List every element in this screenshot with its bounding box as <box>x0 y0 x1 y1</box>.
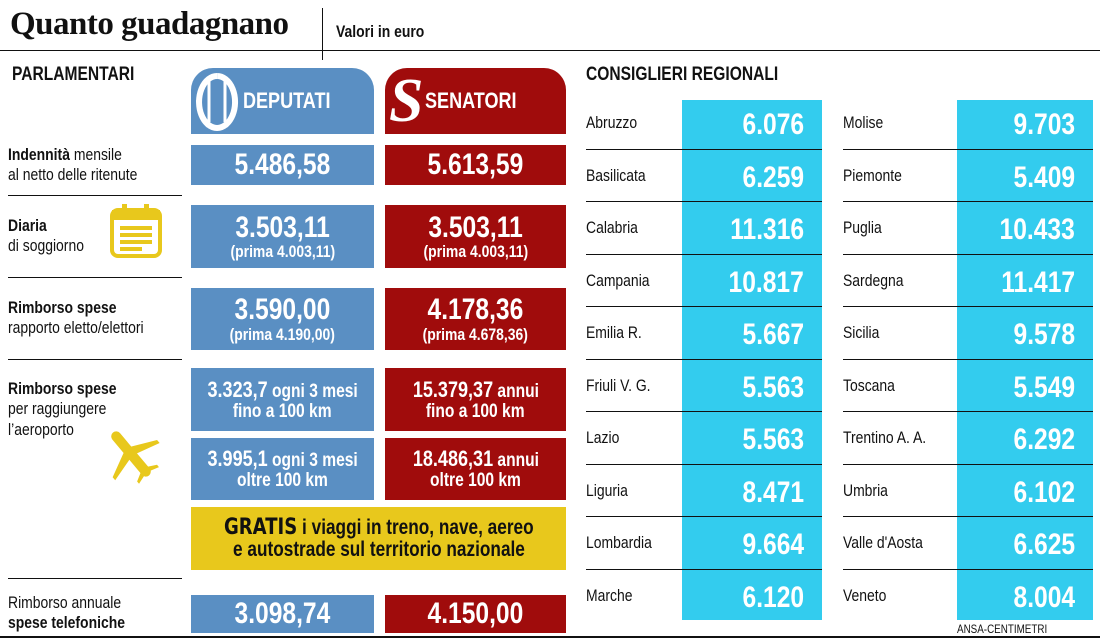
divider <box>586 253 822 255</box>
credit: ANSA-CENTIMETRI <box>957 622 1048 636</box>
region-value: 6.102 <box>1013 475 1075 509</box>
region-name: Valle d'Aosta <box>843 533 923 552</box>
gratis-banner: GRATIS i viaggi in treno, nave, aereo e … <box>191 507 566 570</box>
region-value: 8.471 <box>742 475 804 509</box>
divider <box>586 463 822 465</box>
subtitle: Valori in euro <box>336 22 425 41</box>
divider <box>843 306 1093 307</box>
section-title-parlamentari: PARLAMENTARI <box>12 64 135 85</box>
region-value: 5.563 <box>742 423 804 456</box>
value-telefono-deputati: 3.098,74 <box>191 595 374 633</box>
region-name: Trentino A. A. <box>843 428 927 447</box>
region-name: Friuli V. G. <box>586 375 651 395</box>
value-aeroporto-deputati-1: 3.323,7 ogni 3 mesi fino a 100 km <box>191 368 374 431</box>
value-diaria-deputati: 3.503,11 (prima 4.003,11) <box>191 205 374 268</box>
region-value: 6.076 <box>742 108 804 141</box>
region-value: 10.817 <box>728 265 804 299</box>
divider <box>8 277 182 278</box>
region-value: 10.433 <box>999 213 1075 246</box>
region-name: Basilicata <box>586 165 646 185</box>
region-name: Sardegna <box>843 270 904 290</box>
divider <box>0 636 1100 638</box>
divider <box>843 253 1093 255</box>
region-name: Sicilia <box>843 323 880 342</box>
region-name: Calabria <box>586 218 638 237</box>
value-indennita-senatori: 5.613,59 <box>385 145 566 185</box>
divider <box>586 148 822 150</box>
divider <box>586 201 822 202</box>
region-value: 11.417 <box>1001 265 1075 299</box>
value-aeroporto-deputati-2: 3.995,1 ogni 3 mesi oltre 100 km <box>191 438 374 500</box>
region-value: 9.703 <box>1013 108 1075 141</box>
label-telefono: Rimborso annuale spese telefoniche <box>8 593 125 633</box>
values-column-right <box>957 100 1093 620</box>
region-name: Molise <box>843 113 884 132</box>
region-value: 5.409 <box>1013 160 1075 194</box>
value-aeroporto-senatori-1: 15.379,37 annui fino a 100 km <box>385 368 566 431</box>
region-name: Emilia R. <box>586 323 642 342</box>
page-title: Quanto guadagnano <box>10 6 289 42</box>
region-value: 8.004 <box>1013 580 1075 614</box>
divider <box>8 195 182 196</box>
value-rimborso-senatori: 4.178,36 (prima 4.678,36) <box>385 288 566 350</box>
region-value: 6.625 <box>1013 528 1075 561</box>
region-name: Lazio <box>586 428 620 447</box>
region-name: Lombardia <box>586 533 652 552</box>
region-value: 11.316 <box>730 213 804 246</box>
region-name: Piemonte <box>843 165 902 185</box>
region-name: Puglia <box>843 218 882 237</box>
region-name: Abruzzo <box>586 113 638 132</box>
value-indennita-deputati: 5.486,58 <box>191 145 374 185</box>
divider <box>0 50 1100 51</box>
divider <box>843 358 1093 360</box>
region-value: 9.578 <box>1013 318 1075 351</box>
label-aeroporto: Rimborso spese per raggiungere l’aeroporto <box>8 379 117 439</box>
region-name: Umbria <box>843 480 888 500</box>
header-deputati: DEPUTATI <box>191 68 374 134</box>
section-title-consiglieri: CONSIGLIERI REGIONALI <box>586 64 779 85</box>
divider <box>843 516 1093 517</box>
region-value: 6.259 <box>742 160 804 194</box>
region-value: 5.549 <box>1013 370 1075 404</box>
camera-logo <box>196 73 239 131</box>
senato-logo: S <box>389 67 424 135</box>
region-name: Toscana <box>843 375 895 395</box>
value-rimborso-deputati: 3.590,00 (prima 4.190,00) <box>191 288 374 350</box>
region-value: 9.664 <box>742 528 804 561</box>
region-value: 6.292 <box>1013 423 1075 456</box>
value-telefono-senatori: 4.150,00 <box>385 595 566 633</box>
divider <box>586 568 822 570</box>
header-senatori: S SENATORI <box>385 68 566 134</box>
divider <box>843 201 1093 202</box>
label-indennita: Indennità mensile al netto delle ritenute <box>8 145 138 185</box>
value-diaria-senatori: 3.503,11 (prima 4.003,11) <box>385 205 566 268</box>
region-value: 5.667 <box>742 318 804 351</box>
region-value: 5.563 <box>742 370 804 404</box>
divider <box>586 411 822 412</box>
calendar-icon <box>110 204 162 258</box>
region-value: 6.120 <box>742 580 804 614</box>
region-name: Campania <box>586 270 650 290</box>
region-name: Marche <box>586 585 633 605</box>
divider <box>843 568 1093 570</box>
divider <box>843 463 1093 465</box>
divider <box>586 358 822 360</box>
divider <box>586 516 822 517</box>
divider <box>8 578 182 579</box>
divider <box>322 8 323 60</box>
value-aeroporto-senatori-2: 18.486,31 annui oltre 100 km <box>385 438 566 500</box>
values-column-left <box>682 100 822 620</box>
divider <box>843 148 1093 150</box>
label-diaria: Diaria di soggiorno <box>8 216 84 256</box>
region-name: Liguria <box>586 480 628 500</box>
divider <box>843 411 1093 412</box>
region-name: Veneto <box>843 585 887 605</box>
divider <box>8 359 182 360</box>
label-rimborso: Rimborso spese rapporto eletto/elettori <box>8 298 144 338</box>
divider <box>586 306 822 307</box>
airplane-icon <box>111 431 160 484</box>
